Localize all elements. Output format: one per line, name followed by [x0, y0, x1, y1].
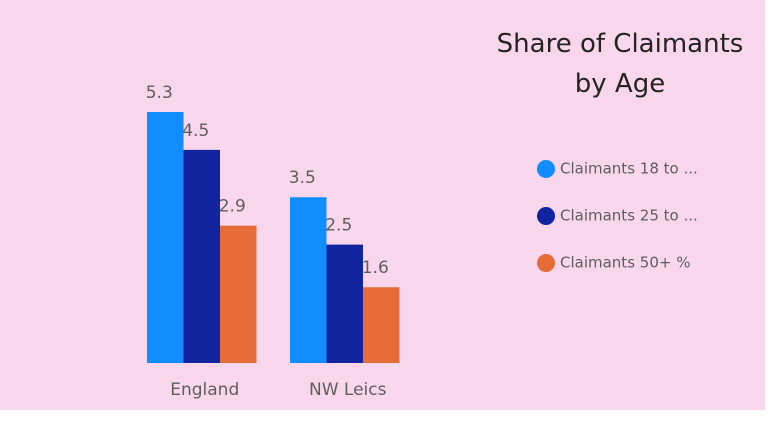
- legend-marker: [537, 254, 555, 272]
- legend-label: Claimants 25 to ...: [560, 207, 698, 225]
- data-label: 3.5: [289, 168, 316, 188]
- x-tick-label: England: [170, 380, 239, 400]
- bar: [220, 225, 257, 363]
- bar: [290, 197, 327, 363]
- legend-marker: [537, 207, 555, 225]
- bar: [183, 149, 220, 363]
- bar: [326, 244, 363, 363]
- legend-marker: [537, 160, 555, 178]
- data-label: 1.6: [362, 258, 389, 278]
- data-label: 2.5: [325, 216, 352, 236]
- chart-title: Share of Claimants by Age: [496, 29, 744, 99]
- data-label: 2.9: [219, 197, 246, 217]
- x-tick-label: NW Leics: [309, 380, 387, 400]
- legend-label: Claimants 18 to ...: [560, 160, 698, 178]
- data-label: 4.5: [182, 121, 209, 141]
- bar: [363, 287, 400, 363]
- data-label: 5.3: [146, 83, 173, 103]
- legend-label: Claimants 50+ %: [560, 254, 690, 272]
- bar: [147, 112, 184, 363]
